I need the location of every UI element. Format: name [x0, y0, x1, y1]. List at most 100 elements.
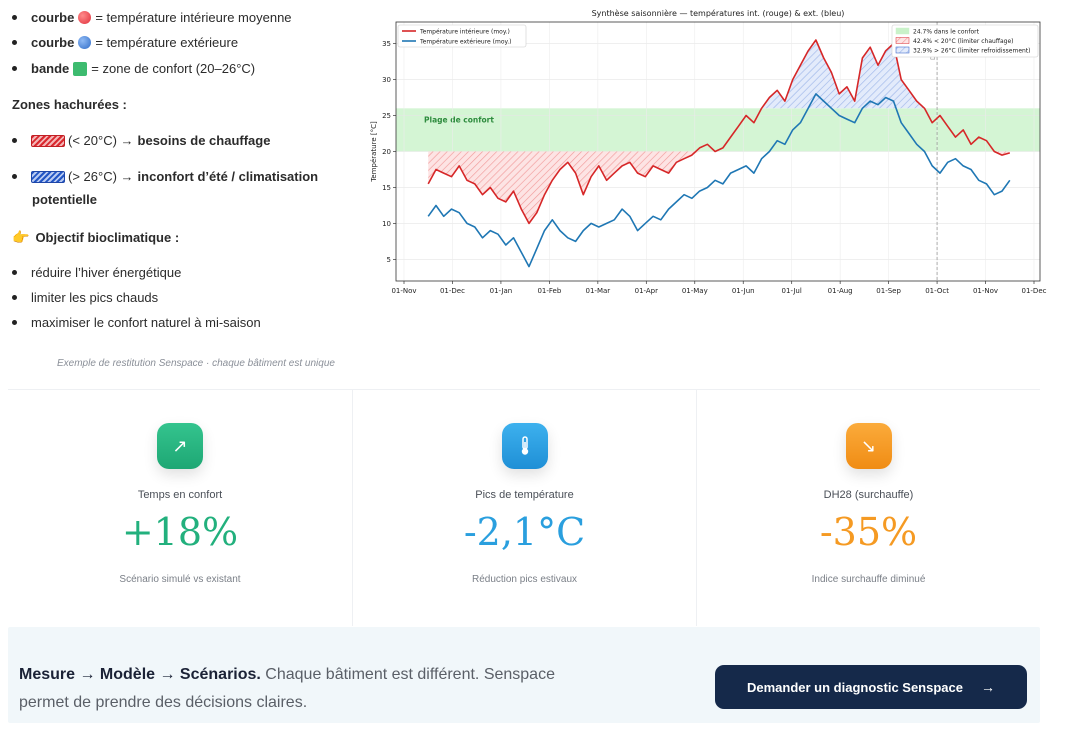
thermometer-glyph — [521, 436, 528, 455]
legend-swatch-right — [895, 46, 910, 54]
stat-subtitle: Scénario simulé vs existant — [119, 574, 241, 585]
legend-item-comfort: bande = zone de confort (20–26°C) — [12, 61, 255, 76]
x-tick-label: 01-Dec — [440, 287, 465, 295]
red-circle-icon — [78, 11, 92, 24]
stat-label: Temps en confort — [137, 489, 223, 501]
x-tick-label: 01-Aug — [828, 287, 853, 295]
legend-panel: courbe = température intérieure moyenne … — [0, 0, 370, 335]
hatched-bold: inconfort d’été / climatisation — [137, 169, 319, 184]
y-tick-label: 20 — [382, 148, 391, 156]
y-tick-label: 35 — [382, 40, 391, 48]
hatched-item-cooling: (> 26°C) → inconfort d’été / climatisati… — [12, 169, 322, 184]
stat-subtitle: Indice surchauffe diminué — [811, 574, 926, 585]
x-tick-label: 01-Jul — [782, 287, 802, 295]
temperature-chart: Synthèse saisonnière — températures int.… — [370, 8, 1047, 295]
chart-title: Synthèse saisonnière — températures int.… — [592, 8, 845, 18]
legend-item-text: = zone de confort (20–26°C) — [91, 61, 256, 76]
stat-comfort: ↗ Temps en confort +18% Scénario simulé … — [8, 390, 352, 626]
objective-item: réduire l’hiver énergétique — [12, 265, 181, 280]
stat-value: +18% — [121, 510, 239, 554]
cta-band: Mesure → Modèle → Scénarios. Chaque bâti… — [8, 627, 1040, 723]
objective-item: limiter les pics chauds — [12, 290, 158, 305]
stat-subtitle: Réduction pics estivaux — [471, 574, 578, 585]
bullet — [12, 270, 17, 275]
cta-bold: Mesure → Modèle → Scénarios. — [19, 666, 261, 683]
legend-label: Température extérieure (moy.) — [419, 39, 511, 46]
legend-item-bold: courbe — [31, 10, 75, 25]
stat-value: -2,1°C — [463, 510, 586, 554]
stat-label: Pics de température — [475, 489, 574, 501]
legend-label-right: 24.7% dans le confort — [913, 29, 980, 36]
legend-item-text: = température intérieure moyenne — [95, 10, 292, 25]
x-tick-label: 01-Nov — [391, 287, 416, 295]
bullet — [12, 174, 17, 179]
legend-box — [397, 24, 527, 48]
x-tick-label: 01-Oct — [925, 287, 949, 295]
bullet — [12, 15, 17, 20]
red-hatch-icon — [31, 134, 65, 147]
bullet — [12, 40, 17, 45]
bullet — [12, 66, 17, 71]
hatched-bold-cont: potentielle — [32, 192, 98, 207]
x-tick-label: 01-Apr — [635, 287, 659, 295]
stat-peaks: Pics de température -2,1°C Réduction pic… — [352, 390, 696, 626]
x-tick-label: 01-May — [682, 287, 708, 295]
x-tick-label: 01-Nov — [973, 287, 998, 295]
trend-up-icon: ↗ — [157, 423, 203, 469]
cta-body: Chaque bâtiment est différent. Senspace … — [19, 666, 555, 711]
stat-label: DH28 (surchauffe) — [823, 489, 914, 501]
objective-heading: 👉 Objectif bioclimatique : — [12, 229, 179, 246]
legend-box-right — [891, 24, 1039, 58]
x-tick-label: 01-Dec — [1022, 287, 1047, 295]
x-tick-label: 01-Jun — [732, 287, 755, 295]
legend-item-bold: courbe — [31, 35, 75, 50]
chart-card: Synthèse saisonnière — températures int.… — [366, 6, 1060, 331]
x-tick-label: 01-Feb — [537, 287, 561, 295]
legend-label-right: 42.4% < 20°C (limiter chauffage) — [913, 38, 1013, 45]
chart-caption: Exemple de restitution Senspace · chaque… — [57, 358, 335, 369]
x-tick-label: 01-Mar — [586, 287, 611, 295]
bullet — [12, 295, 17, 300]
request-diagnostic-button[interactable]: Demander un diagnostic Senspace → — [715, 665, 1027, 709]
objective-text: limiter les pics chauds — [31, 290, 159, 305]
objective-title: Objectif bioclimatique : — [35, 230, 180, 245]
y-tick-label: 5 — [387, 256, 391, 264]
bullet — [12, 320, 17, 325]
legend-item-interior: courbe = température intérieure moyenne — [12, 10, 292, 25]
hatched-range: (> 26°C) → — [68, 169, 134, 184]
legend-label: Température intérieure (moy.) — [419, 29, 510, 36]
stats-row: ↗ Temps en confort +18% Scénario simulé … — [8, 389, 1040, 626]
interior-series-line — [427, 39, 1011, 225]
y-axis-label: Température [°C] — [370, 121, 378, 183]
legend-label-right: 32.9% > 26°C (limiter refroidissement) — [913, 48, 1031, 55]
green-square-icon — [73, 61, 88, 76]
x-tick-label: 01-Jan — [490, 287, 513, 295]
hatched-item-heating: (< 20°C) → besoins de chauffage — [12, 133, 274, 148]
legend-item-text: = température extérieure — [95, 35, 239, 50]
thermometer-icon — [501, 423, 548, 469]
y-tick-label: 25 — [382, 112, 391, 120]
blue-circle-icon — [78, 36, 92, 49]
objective-text: maximiser le confort naturel à mi-saison — [31, 315, 261, 330]
pointing-hand-icon: 👉 — [12, 229, 30, 245]
y-tick-label: 10 — [382, 220, 391, 228]
y-tick-label: 30 — [382, 76, 391, 84]
legend-item-bold: bande — [31, 61, 70, 76]
hatched-title: Zones hachurées : — [12, 97, 127, 112]
objective-text: réduire l’hiver énergétique — [31, 265, 182, 280]
stat-overheating: ↘ DH28 (surchauffe) -35% Indice surchauf… — [696, 390, 1040, 626]
objective-item: maximiser le confort naturel à mi-saison — [12, 315, 261, 330]
trend-down-icon: ↘ — [845, 423, 892, 469]
hatched-bold: besoins de chauffage — [137, 133, 271, 148]
cta-text: Mesure → Modèle → Scénarios. Chaque bâti… — [19, 661, 599, 717]
cooling-hatch-area — [428, 40, 1010, 109]
comfort-band-label: Plage de confort — [424, 115, 494, 124]
y-tick-label: 15 — [382, 184, 391, 192]
bullet — [12, 138, 17, 143]
blue-hatch-icon — [31, 170, 65, 183]
stat-value: -35% — [819, 510, 918, 554]
arrow-right-icon: → — [981, 679, 995, 695]
legend-swatch-right — [895, 37, 910, 44]
hatched-range: (< 20°C) → — [68, 133, 134, 148]
x-tick-label: 01-Sep — [876, 287, 901, 295]
